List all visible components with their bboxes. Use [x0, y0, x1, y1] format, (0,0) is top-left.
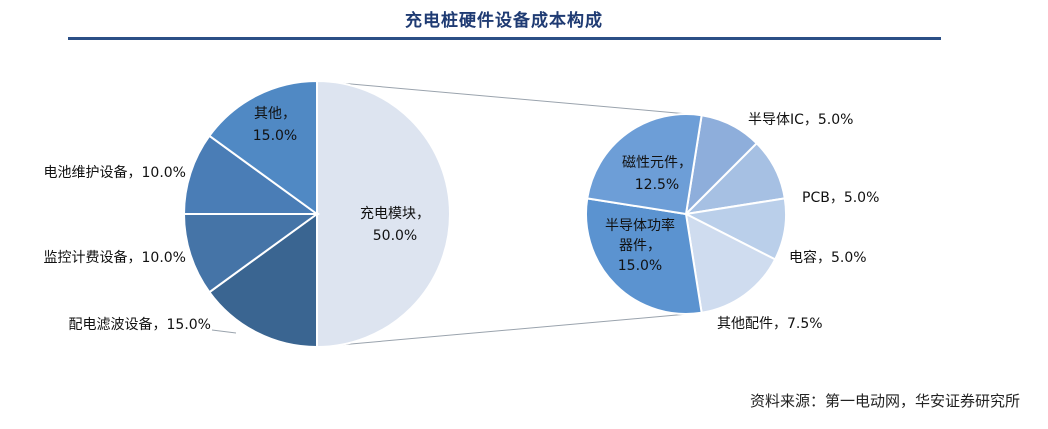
main-label-2: 监控计费设备，10.0%	[44, 249, 186, 266]
sub-pie-slice-3	[684, 212, 777, 314]
title-rule	[68, 37, 941, 40]
main-pie-slice-0	[316, 79, 451, 349]
main-label-3: 电池维护设备，10.0%	[44, 164, 186, 181]
chart-title: 充电桩硬件设备成本构成	[405, 11, 603, 31]
main-value-4: 15.0%	[253, 128, 297, 144]
sub-value-5: 12.5%	[635, 177, 679, 193]
connector-line-top	[316, 80, 702, 116]
sub-label-1: PCB，5.0%	[802, 190, 879, 206]
sub-pie-slice-4	[585, 197, 703, 315]
sub-pie-slice-5	[586, 113, 703, 216]
connector-lines	[316, 80, 702, 348]
source-note: 资料来源：第一电动网，华安证券研究所	[749, 392, 1020, 410]
sub-label-2: 电容，5.0%	[789, 249, 867, 266]
main-pie-slice-1	[208, 212, 318, 349]
sub-label-0: 半导体IC，5.0%	[748, 112, 853, 128]
main-label-1: 配电滤波设备，15.0%	[69, 316, 211, 333]
sub-label-4-a: 半导体功率	[605, 217, 675, 234]
main-label-4: 其他，	[254, 106, 296, 122]
connector-line-bottom	[316, 312, 702, 348]
main-label-0: 充电模块，	[360, 206, 430, 222]
main-pie-slice-2	[182, 213, 321, 294]
main-value-0: 50.0%	[373, 228, 417, 244]
main-pie-slice-3	[182, 134, 321, 215]
leader-line-0	[211, 329, 237, 334]
main-pie	[182, 79, 451, 349]
sub-label-3: 其他配件，7.5%	[717, 316, 823, 332]
sub-label-4-b: 器件，	[619, 238, 661, 254]
breakdown-pie	[585, 113, 787, 315]
slice-labels: 充电模块， 50.0% 配电滤波设备，15.0% 监控计费设备，10.0% 电池维护设备…	[44, 106, 879, 334]
sub-label-5: 磁性元件，	[622, 155, 692, 171]
main-pie-slice-4	[208, 79, 318, 216]
sub-value-4: 15.0%	[618, 258, 662, 274]
